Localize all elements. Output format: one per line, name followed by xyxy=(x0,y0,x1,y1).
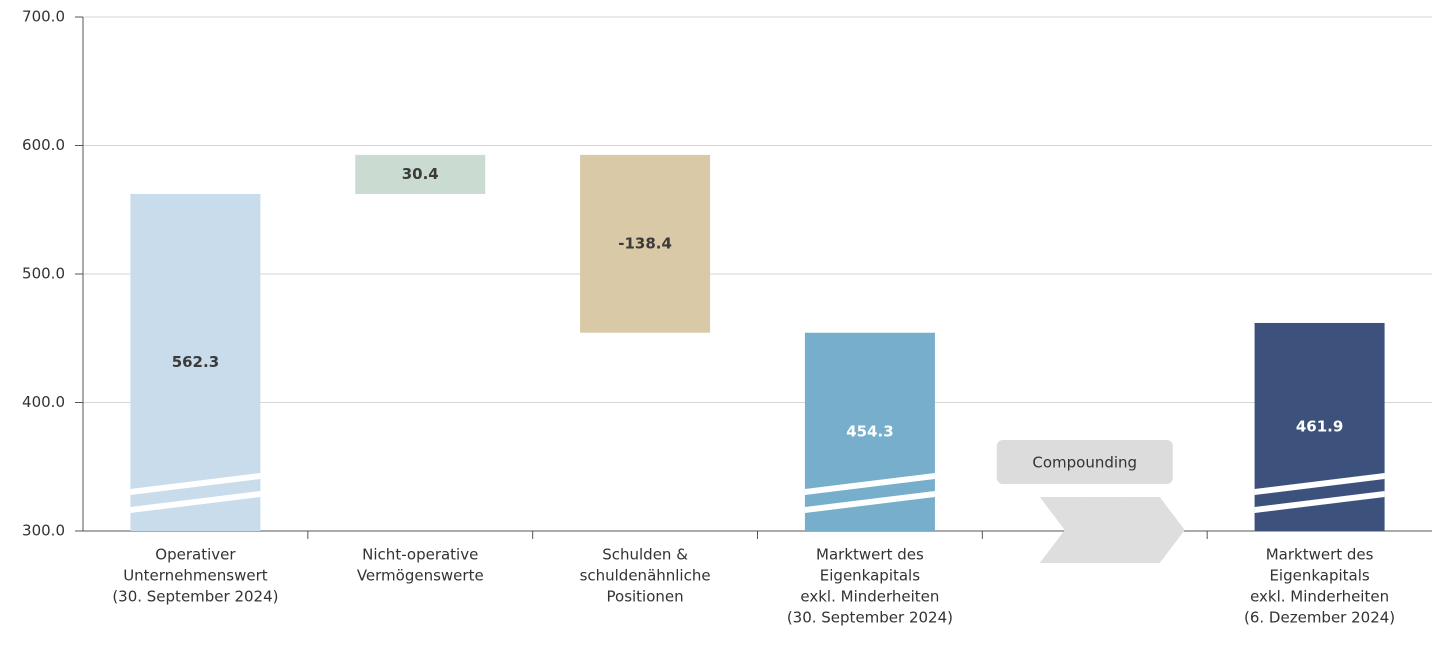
y-tick-label: 500.0 xyxy=(22,265,65,283)
y-tick-label: 300.0 xyxy=(22,522,65,540)
value-label: 30.4 xyxy=(402,165,439,183)
axis-break xyxy=(130,491,261,513)
annotation-box xyxy=(996,440,1173,484)
value-label: 562.3 xyxy=(172,353,219,371)
x-tick-label: exkl. Minderheiten xyxy=(800,588,939,606)
annotation: Compounding xyxy=(1032,454,1137,472)
axis-break xyxy=(1254,491,1385,513)
value-label: 454.3 xyxy=(846,422,893,440)
x-tick-label: Positionen xyxy=(607,588,684,606)
x-tick-label: exkl. Minderheiten xyxy=(1250,588,1389,606)
bar xyxy=(130,193,261,531)
axis-break xyxy=(130,473,261,495)
axis-break xyxy=(804,491,935,513)
x-tick-label: schuldenähnliche xyxy=(580,567,711,585)
value-label: -138.4 xyxy=(618,234,672,252)
x-tick-label: Eigenkapitals xyxy=(820,567,920,585)
x-tick-label: (30. September 2024) xyxy=(787,609,953,627)
bar xyxy=(355,154,486,194)
x-tick-label: (30. September 2024) xyxy=(112,588,278,606)
bar xyxy=(580,154,711,333)
x-tick-label: Eigenkapitals xyxy=(1269,567,1369,585)
chevron xyxy=(1079,497,1145,563)
x-tick-label: Nicht-operative xyxy=(362,546,478,564)
axis-break xyxy=(804,473,935,495)
y-tick-label: 600.0 xyxy=(22,136,65,154)
y-tick-label: 700.0 xyxy=(22,8,65,26)
x-tick-label: Unternehmenswert xyxy=(123,567,268,585)
x-tick-label: Schulden & xyxy=(602,546,688,564)
x-tick-label: Operativer xyxy=(155,546,236,564)
x-tick-label: Vermögenswerte xyxy=(357,567,484,585)
x-tick-label: (6. Dezember 2024) xyxy=(1244,609,1395,627)
y-tick-label: 400.0 xyxy=(22,393,65,411)
value-label: 461.9 xyxy=(1296,417,1343,435)
x-tick-label: Marktwert des xyxy=(1266,546,1374,564)
axis-break xyxy=(1254,473,1385,495)
chevron xyxy=(1039,497,1105,563)
chevron xyxy=(1119,497,1185,563)
x-tick-label: Marktwert des xyxy=(816,546,924,564)
